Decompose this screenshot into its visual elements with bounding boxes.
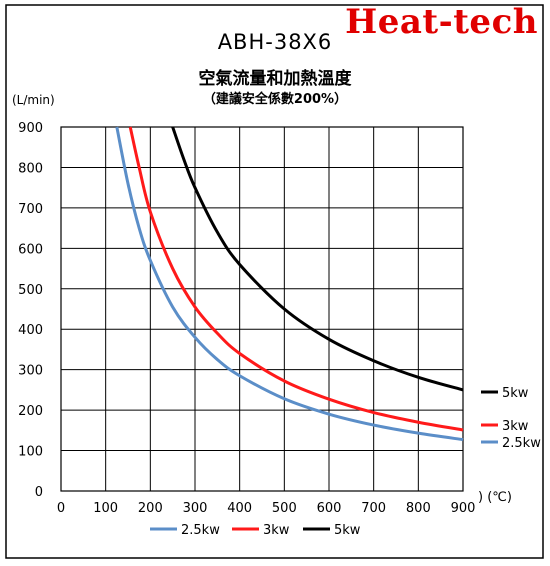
x-axis-label: ) (℃) — [478, 490, 512, 505]
y-tick-label: 300 — [18, 364, 43, 379]
plot-area-border — [60, 126, 464, 492]
end-label-5kw: 5kw — [502, 386, 529, 401]
y-tick-label: 200 — [18, 404, 43, 419]
y-tick-label: 0 — [35, 485, 43, 500]
x-tick-label: 900 — [451, 501, 476, 516]
y-tick-label: 800 — [18, 161, 43, 176]
x-tick-label: 800 — [406, 501, 431, 516]
y-axis-label: (L/min) — [12, 93, 55, 107]
legend-label-2.5kw: 2.5kw — [181, 523, 220, 538]
legend-label-3kw: 3kw — [263, 523, 290, 538]
x-tick-label: 700 — [361, 501, 386, 516]
chart-subtitle: 空氣流量和加熱溫度 — [198, 69, 352, 89]
legend-label-5kw: 5kw — [334, 523, 361, 538]
brand-logo-text: Heat-tech — [345, 2, 538, 42]
chart-note: （建議安全係數200%） — [202, 92, 348, 107]
y-tick-label: 500 — [18, 283, 43, 298]
series-line-5kw — [171, 126, 464, 392]
series-line-3kw — [128, 126, 464, 432]
y-tick-label: 900 — [18, 121, 43, 136]
x-tick-label: 300 — [183, 501, 208, 516]
end-label-2.5kw: 2.5kw — [502, 436, 541, 451]
x-tick-label: 200 — [138, 501, 163, 516]
x-tick-label: 0 — [57, 501, 65, 516]
chart-title: ABH-38X6 — [217, 30, 333, 54]
y-tick-label: 700 — [18, 202, 43, 217]
end-label-3kw: 3kw — [502, 419, 529, 434]
y-tick-label: 100 — [18, 445, 43, 460]
outer-frame — [5, 4, 544, 559]
x-tick-label: 400 — [227, 501, 252, 516]
series-line-2.5kw — [115, 126, 464, 442]
y-tick-label: 400 — [18, 323, 43, 338]
x-tick-label: 600 — [317, 501, 342, 516]
x-tick-label: 500 — [272, 501, 297, 516]
y-tick-label: 600 — [18, 242, 43, 257]
x-tick-label: 100 — [93, 501, 118, 516]
